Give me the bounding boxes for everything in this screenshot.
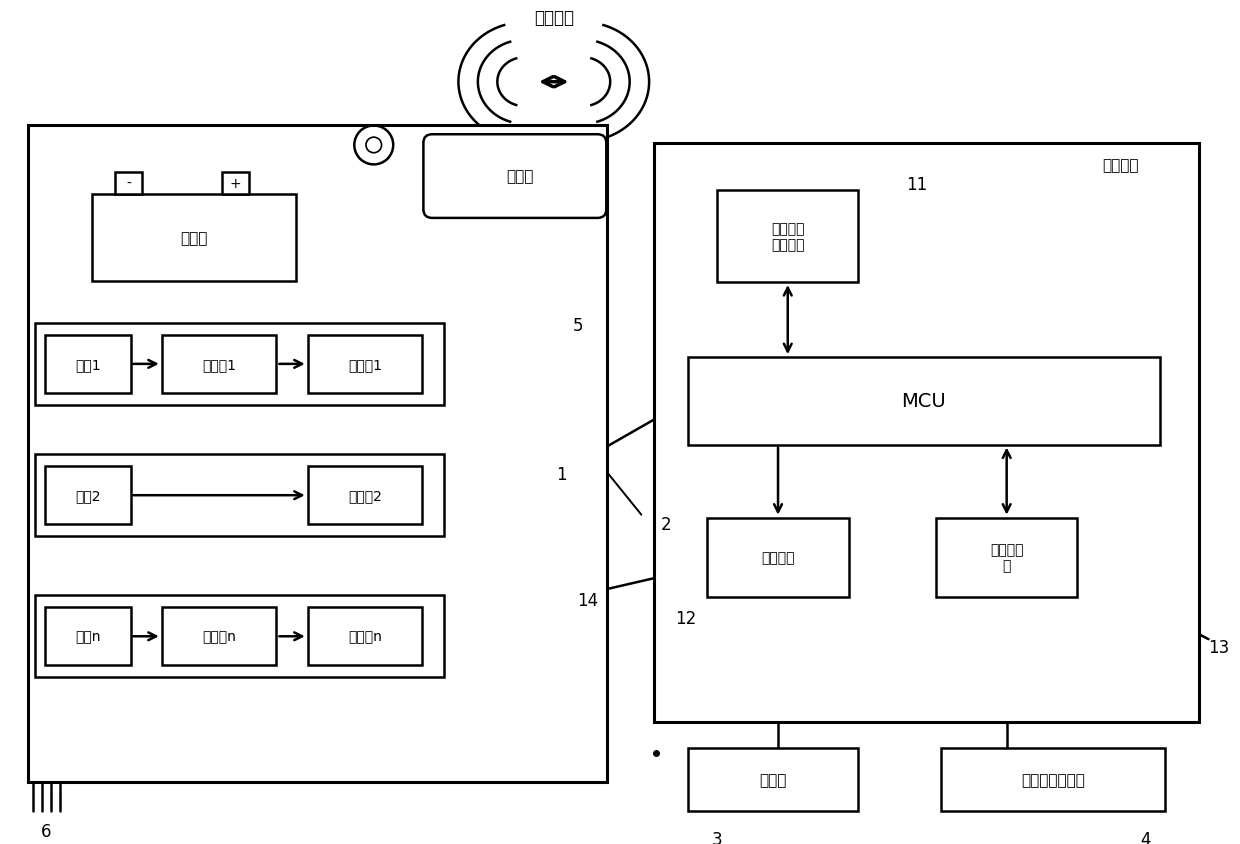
Bar — [308, 335, 423, 393]
Bar — [45, 608, 130, 666]
Text: 显示接口: 显示接口 — [761, 551, 795, 565]
Text: +: + — [229, 176, 242, 191]
Bar — [92, 194, 296, 282]
Bar — [708, 518, 848, 598]
Bar — [115, 173, 143, 194]
Text: 11: 11 — [906, 176, 928, 193]
Bar — [161, 335, 277, 393]
Text: 第一无线
通信模块: 第一无线 通信模块 — [771, 222, 805, 252]
Text: 测试主机: 测试主机 — [1102, 158, 1140, 173]
Text: 3: 3 — [712, 830, 723, 844]
Bar — [308, 608, 423, 666]
Bar — [45, 335, 130, 393]
Bar — [222, 173, 249, 194]
Text: 数据存储服务器: 数据存储服务器 — [1021, 772, 1085, 787]
Bar — [717, 191, 858, 283]
Text: MCU: MCU — [901, 392, 946, 411]
Bar — [688, 749, 858, 811]
Bar — [688, 358, 1159, 445]
Text: 开关n: 开关n — [74, 630, 100, 643]
Bar — [941, 749, 1164, 811]
FancyBboxPatch shape — [423, 135, 606, 219]
Text: 控制器1: 控制器1 — [202, 357, 236, 371]
Text: 5: 5 — [573, 316, 583, 334]
Bar — [936, 518, 1078, 598]
Bar — [653, 143, 1199, 722]
Text: 开兴2: 开兴2 — [74, 489, 100, 503]
Bar — [29, 127, 608, 782]
Text: 1: 1 — [557, 465, 567, 484]
Text: 2: 2 — [661, 516, 671, 533]
Text: 以太网接
口: 以太网接 口 — [990, 543, 1023, 573]
Text: -: - — [126, 176, 131, 191]
Text: 显示器: 显示器 — [759, 772, 787, 787]
Text: 无线通信: 无线通信 — [533, 8, 574, 26]
Text: 14: 14 — [578, 592, 599, 609]
Text: 4: 4 — [1140, 830, 1151, 844]
Text: 开兴1: 开兴1 — [74, 357, 100, 371]
Text: 13: 13 — [1208, 638, 1229, 656]
Text: 12: 12 — [675, 609, 696, 627]
Bar — [161, 608, 277, 666]
Bar — [35, 323, 444, 405]
Text: 执行器n: 执行器n — [348, 630, 382, 643]
Text: 电流钓: 电流钓 — [506, 170, 533, 184]
Bar — [35, 455, 444, 537]
Bar — [308, 467, 423, 525]
Text: 控制器n: 控制器n — [202, 630, 236, 643]
Bar — [45, 467, 130, 525]
Text: 蓄电池: 蓄电池 — [180, 230, 207, 246]
Bar — [35, 596, 444, 678]
Text: 执行器1: 执行器1 — [348, 357, 382, 371]
Text: 执行器2: 执行器2 — [348, 489, 382, 503]
Text: 6: 6 — [41, 822, 51, 840]
